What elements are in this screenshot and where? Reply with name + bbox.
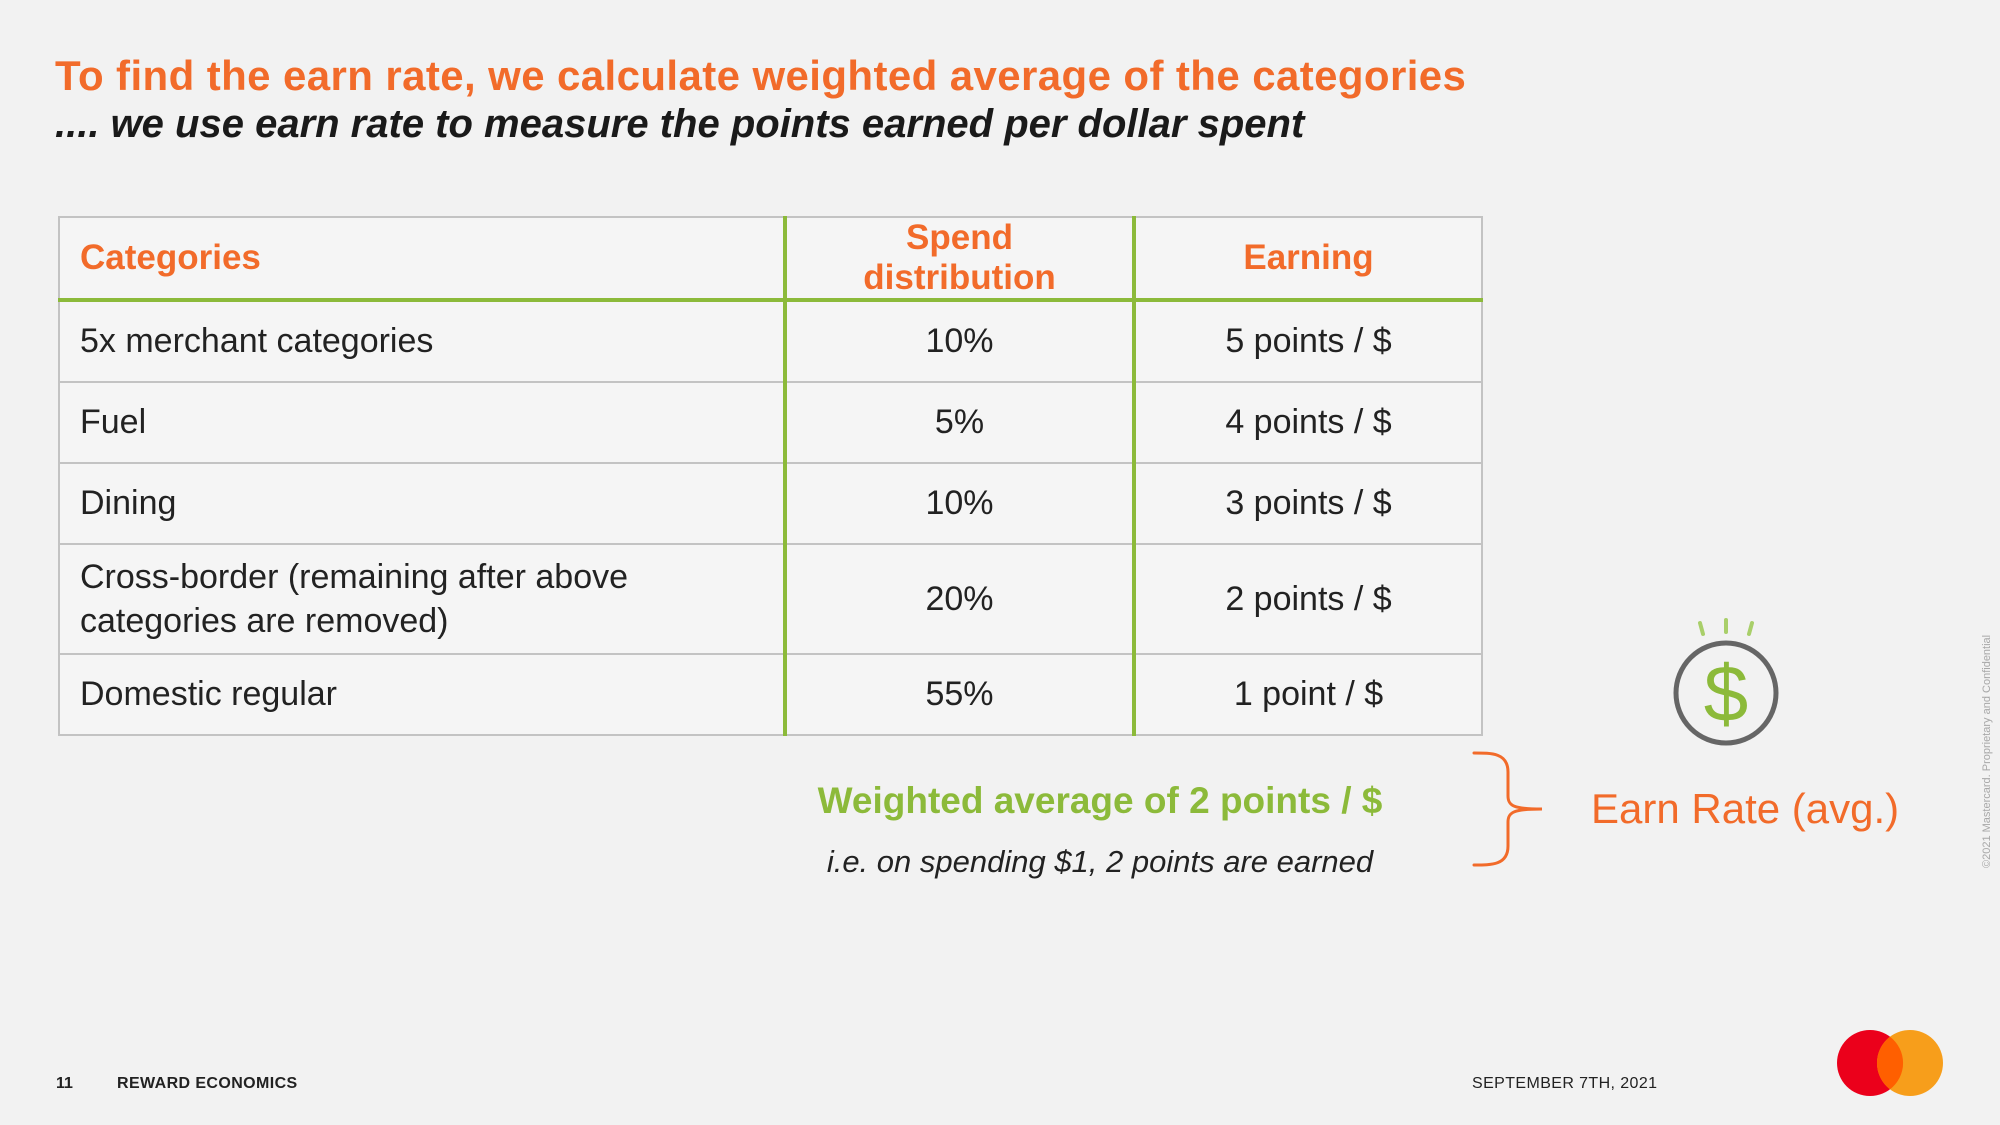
slide-subtitle: .... we use earn rate to measure the poi… [55, 102, 1305, 146]
table-row: Cross-border (remaining after above cate… [58, 543, 1483, 655]
table-row: Fuel 5% 4 points / $ [58, 381, 1483, 464]
earning-cell: 3 points / $ [1132, 462, 1483, 545]
page-number: 11 [56, 1075, 73, 1092]
earn-rate-label: Earn Rate (avg.) [1591, 785, 1900, 832]
spend-cell: 10% [783, 462, 1135, 545]
spend-cell: 20% [783, 543, 1135, 655]
earning-cell: 2 points / $ [1132, 543, 1483, 655]
slide-title: To find the earn rate, we calculate weig… [55, 52, 1467, 99]
spend-cell: 5% [783, 381, 1135, 464]
header-categories: Categories [58, 216, 786, 302]
category-cell: Domestic regular [58, 653, 786, 736]
mastercard-logo [1837, 1030, 1943, 1096]
table-row: 5x merchant categories 10% 5 points / $ [58, 299, 1483, 383]
weighted-average-text: Weighted average of 2 points / $ [817, 780, 1383, 821]
header-spend-distribution: Spend distribution [783, 216, 1135, 302]
table-row: Dining 10% 3 points / $ [58, 462, 1483, 545]
earn-categories-table: Categories Spend distribution Earning 5x… [58, 216, 1483, 736]
category-cell: 5x merchant categories [58, 299, 786, 383]
spend-cell: 10% [783, 299, 1135, 383]
spend-cell: 55% [783, 653, 1135, 736]
earning-cell: 4 points / $ [1132, 381, 1483, 464]
table-header-row: Categories Spend distribution Earning [58, 216, 1483, 302]
category-cell: Cross-border (remaining after above cate… [58, 543, 786, 655]
footer-section: REWARD ECONOMICS [117, 1075, 298, 1092]
dollar-coin-icon: $ [1673, 618, 1779, 746]
category-cell: Dining [58, 462, 786, 545]
earning-cell: 1 point / $ [1132, 653, 1483, 736]
weighted-average-note: i.e. on spending $1, 2 points are earned [826, 844, 1374, 879]
header-earning: Earning [1132, 216, 1483, 302]
svg-text:$: $ [1704, 649, 1749, 738]
footer-date: SEPTEMBER 7TH, 2021 [1472, 1075, 1658, 1092]
copyright-text: ©2021 Mastercard. Proprietary and Confid… [1981, 634, 1993, 868]
category-cell: Fuel [58, 381, 786, 464]
earning-cell: 5 points / $ [1132, 299, 1483, 383]
right-brace-icon [1472, 751, 1543, 867]
table-row: Domestic regular 55% 1 point / $ [58, 653, 1483, 736]
